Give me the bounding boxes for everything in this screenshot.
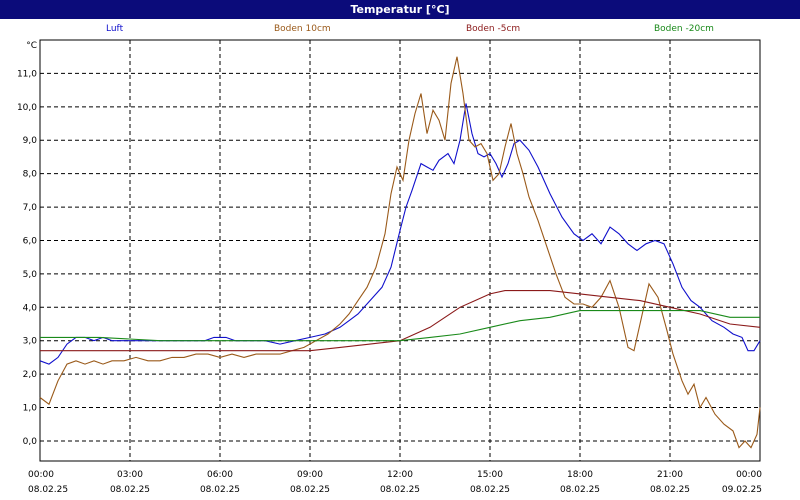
x-tick-date-label: 08.02.25 <box>200 485 240 495</box>
legend-boden-5cm: Boden -5cm <box>466 24 521 34</box>
y-tick-label: 2,0 <box>23 370 38 380</box>
y-tick-label: 5,0 <box>23 270 38 280</box>
x-tick-time-label: 06:00 <box>207 470 233 480</box>
x-tick-date-label: 08.02.25 <box>380 485 420 495</box>
x-tick-date-label: 08.02.25 <box>28 485 68 495</box>
x-tick-date-label: 08.02.25 <box>290 485 330 495</box>
y-unit-label: °C <box>26 41 37 51</box>
y-tick-label: 4,0 <box>23 303 38 313</box>
series-line-luft <box>39 103 761 365</box>
x-tick-date-label: 08.02.25 <box>650 485 690 495</box>
x-tick-time-label: 21:00 <box>657 470 683 480</box>
x-tick-time-label: 00:00 <box>28 470 54 480</box>
y-tick-label: 8,0 <box>23 170 38 180</box>
y-tick-label: 3,0 <box>23 337 38 347</box>
y-tick-label: 1,0 <box>23 404 38 414</box>
y-tick-label: 6,0 <box>23 236 38 246</box>
plot-frame <box>39 39 761 462</box>
legend-luft: Luft <box>106 24 124 34</box>
x-tick-time-label: 15:00 <box>477 470 503 480</box>
x-tick-time-label: 12:00 <box>387 470 413 480</box>
y-tick-label: 7,0 <box>23 203 38 213</box>
series-line-boden-5cm <box>40 290 761 352</box>
series-line-boden-20cm <box>40 310 760 342</box>
y-tick-label: 0,0 <box>23 437 38 447</box>
x-tick-time-label: 18:00 <box>567 470 593 480</box>
x-tick-time-label: 03:00 <box>117 470 143 480</box>
x-tick-time-label: 00:00 <box>736 470 762 480</box>
x-tick-date-label: 09.02.25 <box>722 485 762 495</box>
x-tick-time-label: 09:00 <box>297 470 323 480</box>
y-tick-label: 10,0 <box>17 103 37 113</box>
series-line-boden-10cm <box>39 56 761 449</box>
legend-boden-20cm: Boden -20cm <box>654 24 714 34</box>
y-tick-label: 9,0 <box>23 136 38 146</box>
legend-boden-10cm: Boden 10cm <box>274 24 331 34</box>
chart-title: Temperatur [°C] <box>0 0 800 19</box>
y-tick-label: 11,0 <box>17 69 37 79</box>
x-tick-date-label: 08.02.25 <box>110 485 150 495</box>
x-tick-date-label: 08.02.25 <box>560 485 600 495</box>
x-tick-date-label: 08.02.25 <box>470 485 510 495</box>
